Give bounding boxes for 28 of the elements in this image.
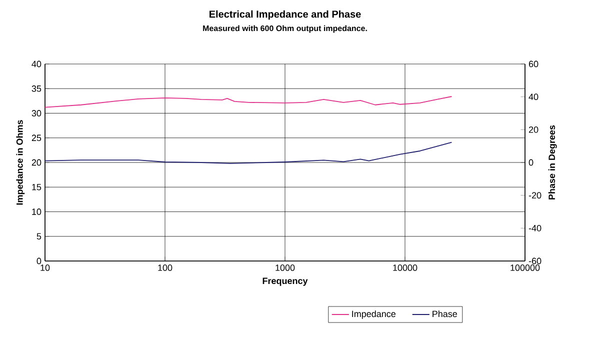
y2-axis-title: Phase in Degrees: [548, 125, 557, 200]
y2-tick-label: 20: [528, 126, 538, 133]
x-tick-label: 10000: [393, 264, 418, 271]
y2-tick-label: 60: [528, 60, 538, 68]
y-tick-label: 30: [32, 110, 42, 116]
y-tick-label: 20: [32, 159, 42, 166]
legend-label: Impedance: [352, 310, 396, 319]
y-tick-label: 0: [36, 258, 42, 264]
chart-title: Electrical Impedance and Phase: [210, 10, 361, 20]
y2-tick-label: -60: [528, 258, 542, 264]
y2-tick-label: -40: [528, 224, 542, 232]
y-axis-title: Impedance in Ohms: [16, 120, 25, 205]
y-tick-label: 40: [32, 60, 42, 68]
x-tick-label: 100: [158, 264, 172, 271]
chart-subtitle: Measured with 600 Ohm output impedance.: [203, 25, 367, 33]
x-tick-label: 1000: [276, 264, 295, 271]
legend-label: Phase: [432, 310, 457, 318]
y2-tick-label: 0: [528, 159, 534, 166]
x-tick-label: 10: [40, 264, 50, 271]
y2-tick-label: -20: [528, 192, 542, 199]
y-tick-label: 5: [36, 233, 42, 240]
y-tick-label: 35: [32, 85, 42, 92]
y-tick-label: 15: [32, 184, 42, 190]
x-axis-title: Frequency: [262, 278, 308, 286]
y-tick-label: 10: [32, 208, 42, 215]
y2-tick-label: 40: [528, 94, 538, 100]
x-tick-label: 100000: [510, 264, 540, 271]
y-tick-label: 25: [32, 134, 42, 142]
